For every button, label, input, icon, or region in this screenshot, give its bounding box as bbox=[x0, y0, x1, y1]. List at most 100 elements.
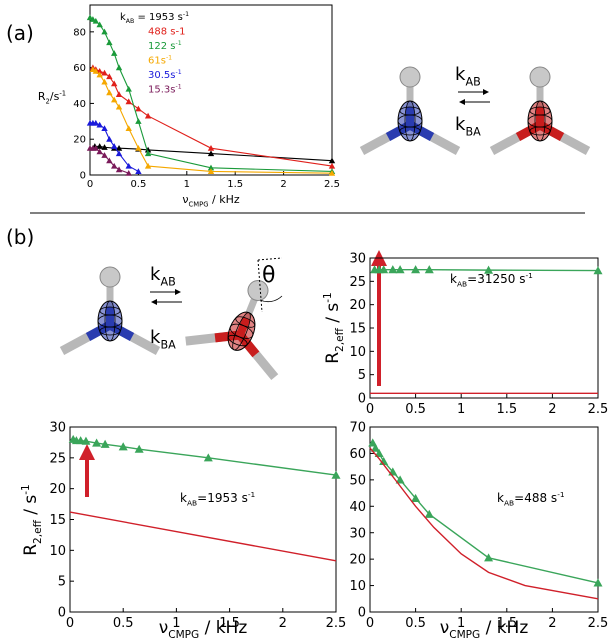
marker bbox=[92, 68, 100, 74]
text-part: k bbox=[497, 491, 504, 505]
text-part: BA bbox=[160, 338, 176, 351]
x-tick-label: 0 bbox=[87, 179, 93, 190]
marker bbox=[411, 493, 421, 502]
y-tick-label: 0 bbox=[358, 606, 366, 621]
text-part: CMPG bbox=[449, 629, 480, 640]
series-line bbox=[72, 438, 337, 476]
text-part: -1 bbox=[175, 40, 181, 47]
y-tick-label: 40 bbox=[73, 99, 86, 110]
y-tick-label: 40 bbox=[349, 500, 366, 515]
x-tick-label: 0.5 bbox=[405, 616, 426, 631]
marker bbox=[331, 470, 341, 479]
marker bbox=[76, 436, 86, 445]
marker bbox=[96, 143, 103, 149]
marker bbox=[144, 150, 152, 157]
text-part: k bbox=[455, 114, 466, 135]
text-part: / s bbox=[21, 495, 41, 521]
x-tick-label: 2.5 bbox=[324, 179, 340, 190]
y-tick-label: 15 bbox=[349, 322, 366, 337]
marker bbox=[135, 105, 142, 112]
marker bbox=[111, 96, 118, 103]
legend-entry: 30.5s-1 bbox=[148, 69, 182, 81]
legend-entry: 122 s-1 bbox=[148, 40, 182, 52]
text-part: AB bbox=[504, 499, 514, 508]
rate-label: kBA bbox=[150, 327, 176, 351]
angle-label: θ bbox=[262, 263, 275, 288]
y-tick-label: 5 bbox=[358, 368, 366, 383]
marker bbox=[388, 265, 398, 274]
rate-label: kAB bbox=[150, 264, 176, 288]
y-axis-label: R2,eff / s-1 bbox=[322, 292, 346, 364]
text-part: / kHz bbox=[480, 618, 528, 638]
text-part: R bbox=[323, 352, 343, 364]
x-tick-label: 2.5 bbox=[588, 616, 609, 631]
marker bbox=[101, 28, 108, 35]
marker bbox=[370, 443, 380, 452]
text-part: 122 s bbox=[148, 41, 175, 52]
marker bbox=[125, 162, 132, 169]
x-tick-label: 2.5 bbox=[588, 402, 609, 417]
marker bbox=[328, 157, 336, 164]
x-tick-label: 2 bbox=[280, 179, 286, 190]
x-tick-label: 0.5 bbox=[113, 616, 134, 631]
marker bbox=[125, 170, 132, 176]
marker bbox=[207, 144, 215, 151]
scheme-b: kAB kBA θ bbox=[62, 257, 306, 377]
text-part: CMPG bbox=[168, 629, 199, 640]
rate-label: kAB bbox=[455, 64, 481, 88]
molecule-a bbox=[62, 267, 158, 351]
marker bbox=[115, 103, 123, 110]
y-tick-label: 0 bbox=[58, 606, 66, 621]
molecule-a bbox=[362, 67, 458, 151]
x-tick-label: 0 bbox=[366, 402, 374, 417]
marker bbox=[328, 162, 336, 169]
text-part: 2,eff bbox=[32, 519, 44, 544]
x-tick-label: 2 bbox=[548, 616, 556, 631]
marker bbox=[207, 164, 215, 171]
marker bbox=[96, 121, 103, 128]
marker bbox=[106, 89, 113, 96]
text-part: CMPG bbox=[189, 200, 209, 208]
text-part: R bbox=[21, 544, 41, 556]
marker bbox=[207, 168, 215, 174]
marker bbox=[96, 71, 103, 78]
text-part: -1 bbox=[175, 84, 181, 91]
text-part: 15.3s bbox=[148, 85, 175, 96]
marker bbox=[125, 125, 132, 132]
text-part: -1 bbox=[166, 55, 172, 62]
marker bbox=[115, 64, 123, 71]
marker bbox=[96, 148, 103, 155]
y-tick-label: 50 bbox=[349, 473, 366, 488]
y-tick-label: 15 bbox=[49, 513, 66, 528]
marker bbox=[101, 125, 108, 132]
y-tick-label: 30 bbox=[49, 421, 66, 436]
panel-label: (a) bbox=[6, 21, 34, 45]
text-part: k bbox=[450, 272, 457, 286]
marker bbox=[424, 265, 434, 274]
legend-entry: 61s-1 bbox=[148, 55, 172, 67]
angle-line bbox=[257, 259, 263, 313]
text-part: k bbox=[180, 491, 187, 505]
plot-frame bbox=[369, 426, 599, 613]
marker bbox=[115, 150, 123, 157]
x-tick-label: 0 bbox=[66, 616, 74, 631]
x-tick-label: 0.5 bbox=[405, 402, 426, 417]
marker bbox=[125, 85, 132, 92]
plot-frame bbox=[89, 4, 333, 176]
marker bbox=[106, 39, 113, 46]
text-part: AB bbox=[457, 280, 467, 289]
rate-label: kBA bbox=[455, 114, 481, 138]
marker bbox=[144, 146, 152, 153]
text-part: =31250 s bbox=[467, 272, 525, 286]
y-tick-label: 30 bbox=[349, 526, 366, 541]
text-part: -1 bbox=[248, 490, 256, 499]
x-tick-label: 1.5 bbox=[496, 402, 517, 417]
marker bbox=[92, 144, 100, 151]
marker bbox=[207, 150, 215, 157]
text-part: / s bbox=[323, 303, 343, 329]
scheme-a: kAB kBA bbox=[362, 64, 588, 151]
x-tick-label: 0.5 bbox=[130, 179, 146, 190]
series-line bbox=[69, 511, 337, 562]
molecule-b bbox=[186, 263, 306, 377]
text-part: AB bbox=[465, 75, 480, 88]
